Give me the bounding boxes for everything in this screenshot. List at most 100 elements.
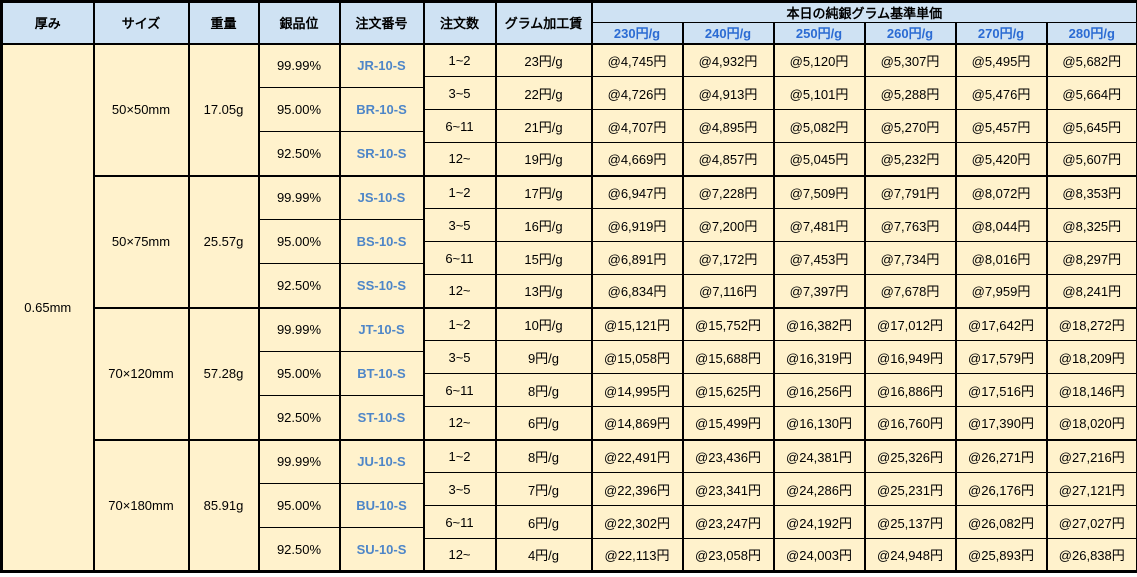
unit-price-cell: @16,382円	[772, 306, 866, 341]
unit-price-cell: @5,120円	[772, 43, 866, 77]
table-row: 92.50% SR-10-S	[2, 131, 1137, 176]
col-header-gram-fee: グラム加工賃	[494, 1, 593, 45]
unit-price-cell: @26,838円	[1045, 538, 1137, 572]
purity-cell: 92.50%	[257, 527, 341, 572]
unit-price-cell: @5,232円	[863, 142, 957, 176]
unit-price-cell: @18,209円	[1045, 340, 1137, 374]
unit-price-cell: @4,857円	[681, 142, 775, 176]
col-header-price-280: 280円/g	[1045, 22, 1137, 45]
gram-fee-cell: 16円/g	[494, 208, 593, 242]
order-number-cell[interactable]: ST-10-S	[338, 395, 425, 440]
order-number-cell[interactable]: JT-10-S	[338, 306, 425, 352]
col-header-purity: 銀品位	[257, 1, 341, 45]
order-number-cell[interactable]: JS-10-S	[338, 174, 425, 220]
unit-price-cell: @16,130円	[772, 406, 866, 440]
unit-price-cell: @15,058円	[590, 340, 684, 374]
col-header-order-qty: 注文数	[422, 1, 497, 45]
order-number-cell[interactable]: JR-10-S	[338, 43, 425, 88]
unit-price-cell: @23,436円	[681, 438, 775, 473]
order-number-cell[interactable]: BR-10-S	[338, 87, 425, 132]
unit-price-cell: @23,341円	[681, 472, 775, 506]
unit-price-cell: @4,707円	[590, 109, 684, 143]
unit-price-cell: @25,893円	[954, 538, 1048, 572]
gram-fee-cell: 13円/g	[494, 274, 593, 308]
table-row: 95.00% BR-10-S	[2, 87, 1137, 132]
purity-cell: 95.00%	[257, 87, 341, 132]
table-row: 70×120mm 57.28g 99.99% JT-10-S 1~2 10円/g @15,1…	[2, 306, 1137, 440]
order-number-cell[interactable]: JU-10-S	[338, 438, 425, 484]
unit-price-cell: @14,869円	[590, 406, 684, 440]
size-cell: 70×120mm	[92, 306, 190, 440]
order-number-cell[interactable]: BU-10-S	[338, 483, 425, 528]
gram-fee-cell: 8円/g	[494, 438, 593, 473]
unit-price-cell: @6,891円	[590, 241, 684, 275]
unit-price-cell: @5,082円	[772, 109, 866, 143]
unit-price-cell: @5,270円	[863, 109, 957, 143]
unit-price-cell: @24,003円	[772, 538, 866, 572]
table-row: 6~11 8円/g @14,995円 @15,625円 @16,256円 @16,886円…	[2, 373, 1137, 407]
order-qty-cell: 6~11	[422, 109, 497, 143]
unit-price-cell: @7,228円	[681, 174, 775, 209]
order-number-cell[interactable]: BT-10-S	[338, 351, 425, 396]
unit-price-cell: @7,509円	[772, 174, 866, 209]
unit-price-cell: @5,645円	[1045, 109, 1137, 143]
unit-price-cell: @22,491円	[590, 438, 684, 473]
unit-price-cell: @24,381円	[772, 438, 866, 473]
unit-price-cell: @7,397円	[772, 274, 866, 308]
unit-price-cell: @8,297円	[1045, 241, 1137, 275]
size-cell: 50×50mm	[92, 43, 190, 176]
order-number-cell[interactable]: SS-10-S	[338, 263, 425, 308]
order-number-cell[interactable]: SR-10-S	[338, 131, 425, 176]
order-number-cell[interactable]: BS-10-S	[338, 219, 425, 264]
unit-price-cell: @5,476円	[954, 76, 1048, 110]
unit-price-cell: @5,495円	[954, 43, 1048, 77]
gram-fee-cell: 19円/g	[494, 142, 593, 176]
order-qty-cell: 12~	[422, 274, 497, 308]
unit-price-cell: @16,256円	[772, 373, 866, 407]
size-cell: 50×75mm	[92, 174, 190, 308]
unit-price-cell: @18,146円	[1045, 373, 1137, 407]
table-row: 12~ 4円/g @22,113円 @23,058円 @24,003円 @24,948円 @…	[2, 538, 1137, 572]
unit-price-cell: @15,625円	[681, 373, 775, 407]
unit-price-cell: @7,481円	[772, 208, 866, 242]
unit-price-cell: @5,457円	[954, 109, 1048, 143]
unit-price-cell: @25,231円	[863, 472, 957, 506]
order-qty-cell: 12~	[422, 142, 497, 176]
unit-price-cell: @8,044円	[954, 208, 1048, 242]
unit-price-cell: @5,307円	[863, 43, 957, 77]
unit-price-cell: @5,420円	[954, 142, 1048, 176]
table-row: 3~5 22円/g @4,726円 @4,913円 @5,101円 @5,288円 @5,4…	[2, 76, 1137, 110]
unit-price-cell: @4,895円	[681, 109, 775, 143]
gram-fee-cell: 23円/g	[494, 43, 593, 77]
order-number-cell[interactable]: SU-10-S	[338, 527, 425, 572]
unit-price-cell: @5,664円	[1045, 76, 1137, 110]
unit-price-cell: @15,688円	[681, 340, 775, 374]
order-qty-cell: 3~5	[422, 472, 497, 506]
unit-price-cell: @24,286円	[772, 472, 866, 506]
unit-price-cell: @4,913円	[681, 76, 775, 110]
unit-price-cell: @22,302円	[590, 505, 684, 539]
unit-price-cell: @16,949円	[863, 340, 957, 374]
unit-price-cell: @17,516円	[954, 373, 1048, 407]
unit-price-cell: @22,396円	[590, 472, 684, 506]
unit-price-cell: @5,682円	[1045, 43, 1137, 77]
col-header-weight: 重量	[187, 1, 260, 45]
unit-price-cell: @26,176円	[954, 472, 1048, 506]
gram-fee-cell: 21円/g	[494, 109, 593, 143]
unit-price-cell: @14,995円	[590, 373, 684, 407]
purity-cell: 92.50%	[257, 263, 341, 308]
purity-cell: 95.00%	[257, 483, 341, 528]
table-row: 6~11 15円/g @6,891円 @7,172円 @7,453円 @7,734円 @8,…	[2, 241, 1137, 275]
unit-price-cell: @26,271円	[954, 438, 1048, 473]
unit-price-cell: @4,932円	[681, 43, 775, 77]
order-qty-cell: 1~2	[422, 43, 497, 77]
col-header-price-260: 260円/g	[863, 22, 957, 45]
unit-price-cell: @7,172円	[681, 241, 775, 275]
unit-price-cell: @7,791円	[863, 174, 957, 209]
unit-price-cell: @27,027円	[1045, 505, 1137, 539]
order-qty-cell: 3~5	[422, 340, 497, 374]
col-header-thickness: 厚み	[0, 1, 95, 45]
unit-price-cell: @17,390円	[954, 406, 1048, 440]
col-header-price-250: 250円/g	[772, 22, 866, 45]
